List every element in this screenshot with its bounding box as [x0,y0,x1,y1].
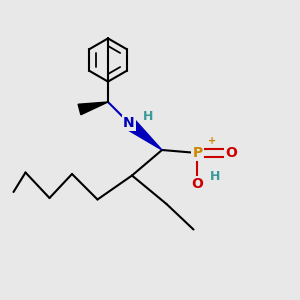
Polygon shape [78,102,108,115]
Text: +: + [208,136,216,146]
Text: P: P [192,146,203,160]
Polygon shape [125,118,162,150]
Text: H: H [210,170,220,184]
Text: N: N [123,116,135,130]
Text: O: O [225,146,237,160]
Text: O: O [191,178,203,191]
Text: H: H [143,110,154,124]
